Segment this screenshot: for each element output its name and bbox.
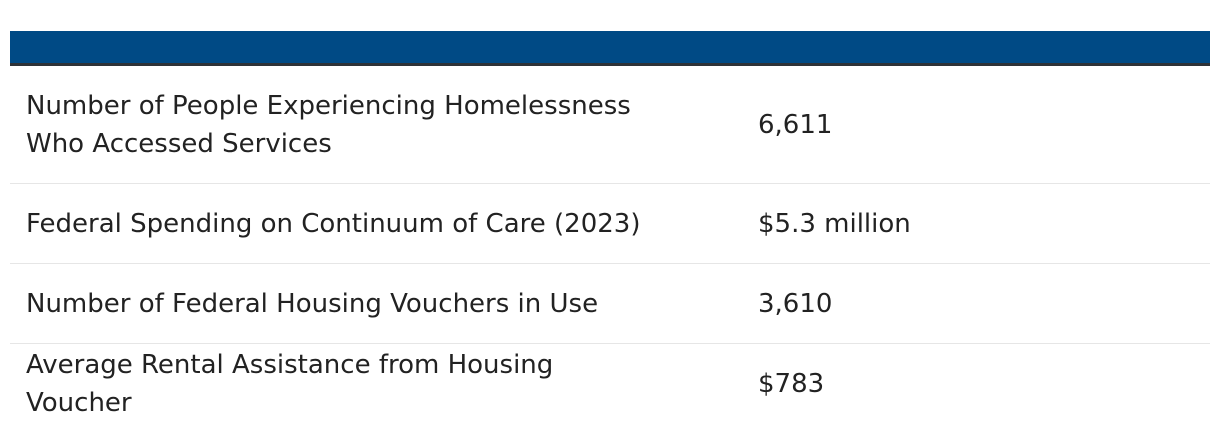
row-label: Number of People Experiencing Homelessne… — [26, 90, 631, 159]
table-header-bar — [10, 31, 1210, 66]
row-label: Federal Spending on Continuum of Care (2… — [26, 208, 641, 239]
row-value: 3,610 — [758, 288, 833, 319]
table-row: Number of Federal Housing Vouchers in Us… — [10, 264, 1210, 344]
row-value: $783 — [758, 369, 825, 399]
stats-table: Number of People Experiencing Homelessne… — [10, 31, 1210, 424]
row-label: Number of Federal Housing Vouchers in Us… — [26, 288, 599, 319]
row-value: 6,611 — [758, 109, 833, 140]
row-value: $5.3 million — [758, 208, 911, 239]
row-label: Average Rental Assistance from Housing V… — [26, 350, 554, 418]
table-row: Average Rental Assistance from Housing V… — [10, 344, 1210, 424]
table-row: Federal Spending on Continuum of Care (2… — [10, 184, 1210, 264]
table-row: Number of People Experiencing Homelessne… — [10, 66, 1210, 184]
